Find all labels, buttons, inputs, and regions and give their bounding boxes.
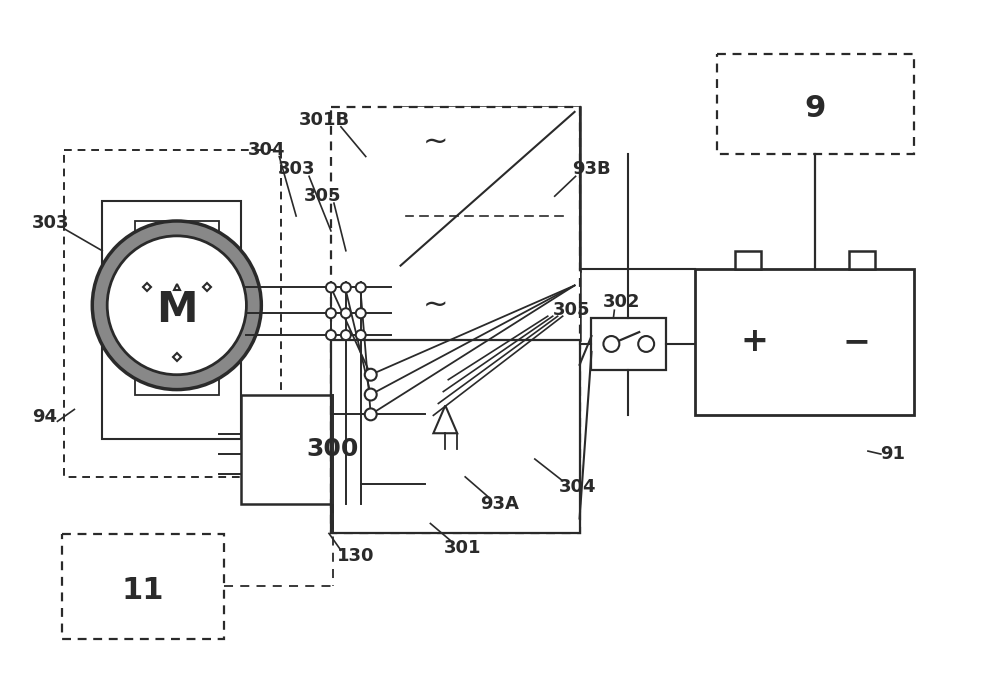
Text: 94: 94 [32, 409, 57, 426]
Circle shape [365, 409, 377, 420]
Circle shape [341, 308, 351, 318]
Circle shape [356, 282, 366, 292]
Text: 303: 303 [277, 160, 315, 178]
Polygon shape [849, 251, 875, 269]
Text: 300: 300 [307, 437, 359, 461]
Circle shape [107, 236, 246, 375]
Circle shape [638, 336, 654, 352]
Circle shape [326, 330, 336, 340]
Text: ~: ~ [423, 127, 448, 156]
Circle shape [341, 330, 351, 340]
Polygon shape [396, 271, 580, 340]
Text: 305: 305 [553, 301, 590, 319]
Text: 303: 303 [32, 214, 69, 232]
Circle shape [365, 369, 377, 381]
Polygon shape [331, 107, 580, 533]
Circle shape [356, 330, 366, 340]
Text: M: M [156, 289, 198, 331]
Text: 301: 301 [443, 539, 481, 558]
Polygon shape [396, 107, 580, 271]
Circle shape [341, 282, 351, 292]
Polygon shape [102, 201, 241, 439]
Text: 9: 9 [805, 95, 826, 123]
Text: ~: ~ [423, 291, 448, 320]
Text: 93A: 93A [481, 494, 519, 513]
Circle shape [365, 388, 377, 401]
Text: 91: 91 [880, 445, 905, 463]
Polygon shape [241, 394, 425, 504]
Circle shape [326, 282, 336, 292]
Text: −: − [842, 326, 870, 358]
Circle shape [603, 336, 619, 352]
Text: 302: 302 [603, 293, 640, 311]
Polygon shape [64, 150, 281, 477]
Text: 301B: 301B [298, 111, 350, 129]
Circle shape [326, 308, 336, 318]
Polygon shape [331, 340, 580, 533]
Polygon shape [591, 318, 666, 370]
Polygon shape [717, 54, 914, 154]
Polygon shape [135, 221, 219, 394]
Text: 93B: 93B [572, 160, 611, 178]
Circle shape [92, 221, 261, 390]
Polygon shape [695, 269, 914, 415]
Circle shape [356, 308, 366, 318]
Text: 305: 305 [304, 187, 342, 205]
Text: 304: 304 [559, 478, 596, 496]
Text: 11: 11 [122, 577, 164, 605]
Polygon shape [62, 534, 224, 639]
Text: 304: 304 [248, 141, 285, 158]
Text: 130: 130 [337, 547, 375, 565]
Text: +: + [741, 326, 769, 358]
Polygon shape [735, 251, 761, 269]
